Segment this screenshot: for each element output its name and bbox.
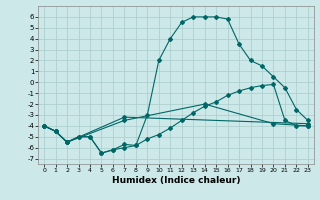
X-axis label: Humidex (Indice chaleur): Humidex (Indice chaleur) [112,176,240,185]
